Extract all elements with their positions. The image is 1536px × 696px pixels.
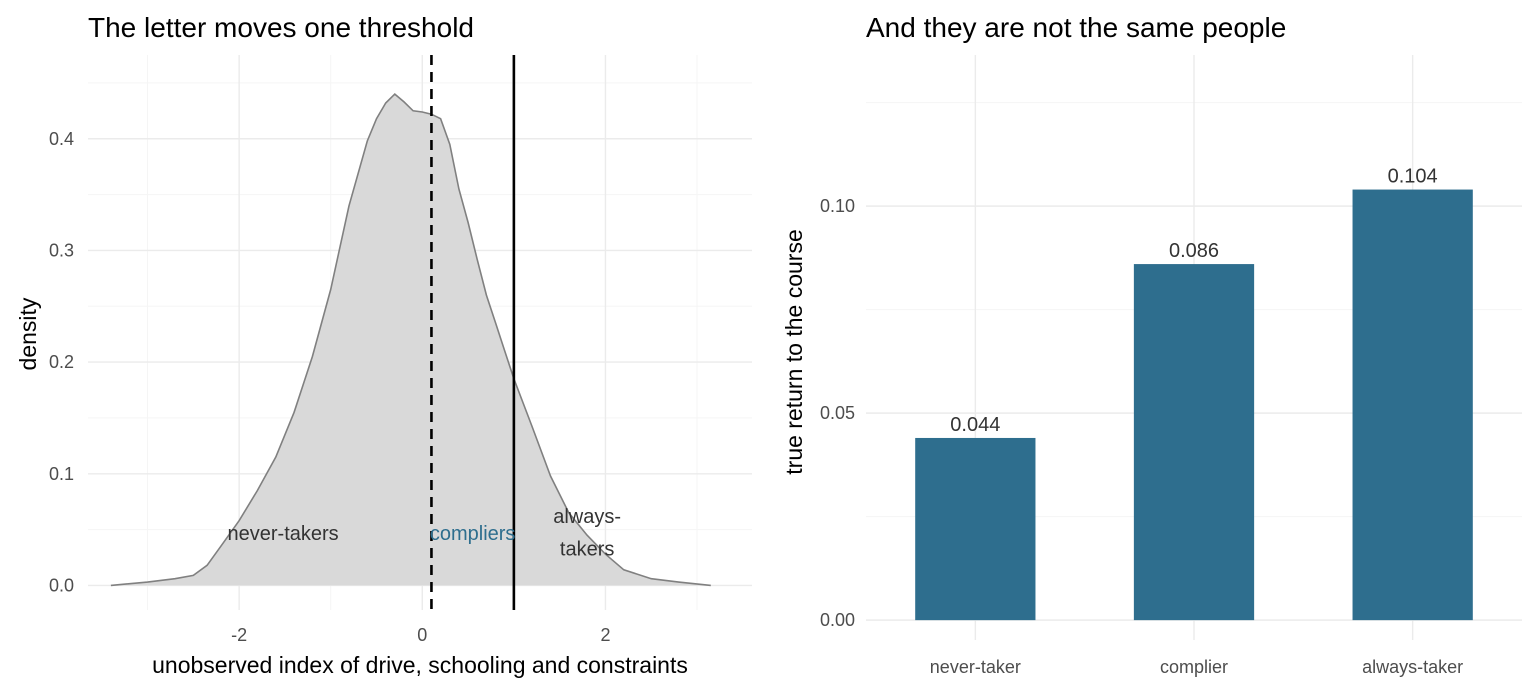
bar-x-tick-labels: never-taker complier always-taker [930,657,1463,677]
y-tick-label: 0.1 [49,464,74,484]
density-curve [110,93,711,587]
bar-title: And they are not the same people [866,12,1286,43]
bar-value-label: 0.104 [1388,166,1438,188]
annotation-label: always- [553,506,621,528]
y-tick-label: 0.05 [820,403,855,423]
group-annotations: never-takers compliers always-takers [228,506,622,560]
bar-value-label: 0.086 [1169,240,1219,262]
x-tick-label: -2 [231,625,247,645]
x-tick-label: 2 [600,625,610,645]
y-tick-label: 0.2 [49,352,74,372]
bar-never-taker [915,437,1036,621]
annotation-label: never-takers [228,523,339,545]
bar-complier [1133,264,1255,621]
y-tick-label: 0.0 [49,575,74,595]
bar-y-tick-labels: 0.00 0.05 0.10 [820,196,855,630]
density-title: The letter moves one threshold [88,12,474,43]
bar-always-taker [1352,189,1473,621]
density-y-axis-title: density [15,297,41,370]
annotation-label: compliers [430,523,516,545]
bar-y-axis-title: true return to the course [781,229,807,474]
bar-value-labels: 0.044 0.086 0.104 [950,166,1437,436]
y-tick-label: 0.10 [820,196,855,216]
y-tick-label: 0.00 [820,610,855,630]
x-tick-label: always-taker [1362,657,1463,677]
bars [915,189,1473,621]
density-x-tick-labels: -2 0 2 [231,625,610,645]
x-tick-label: never-taker [930,657,1021,677]
density-area [110,94,711,586]
density-x-axis-title: unobserved index of drive, schooling and… [152,652,688,678]
x-tick-label: 0 [417,625,427,645]
density-y-tick-labels: 0.0 0.1 0.2 0.3 0.4 [49,129,74,596]
y-tick-label: 0.4 [49,129,74,149]
threshold-lines [430,55,516,610]
bar-panel: 0.044 0.086 0.104 0.00 0.05 0.10 never-taker… [781,12,1522,677]
y-tick-label: 0.3 [49,240,74,260]
bar-value-label: 0.044 [950,414,1000,436]
x-tick-label: complier [1160,657,1228,677]
annotation-label: takers [560,539,614,561]
